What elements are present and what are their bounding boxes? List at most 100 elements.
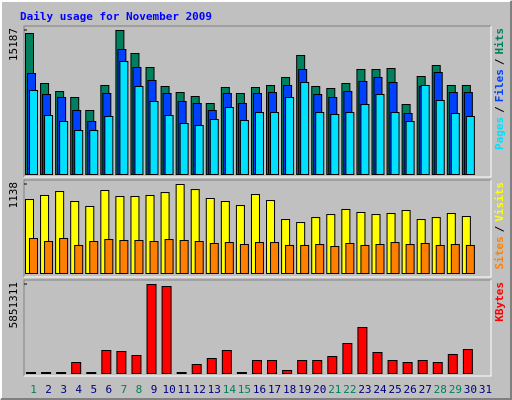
bar [239,244,249,275]
bar [372,351,383,374]
bar [357,326,368,375]
bar [194,124,204,176]
legend-separator: / [493,225,506,232]
panel-frame-light [24,280,492,377]
bar [239,119,249,175]
bar [224,107,234,175]
bar [194,241,204,274]
bar [450,112,460,175]
legend: Sites / Visits [493,182,506,270]
bar [285,96,295,175]
x-tick-label: 9 [151,383,158,396]
bar [104,115,114,175]
bar [146,284,157,374]
bar [71,361,82,374]
x-tick-label: 18 [283,383,296,396]
x-tick-label: 13 [208,383,221,396]
x-tick-label: 17 [268,383,281,396]
bar [345,111,355,175]
x-tick-label: 7 [121,383,128,396]
bar [405,244,415,275]
legend-separator: / [493,106,506,113]
legend: KBytes [493,282,506,322]
x-tick-label: 22 [343,383,356,396]
x-tick-label: 30 [464,383,477,396]
bar [285,244,295,275]
bar [254,111,264,175]
bar [420,242,430,275]
bar [134,239,144,274]
bar [89,130,99,175]
x-tick-label: 1 [30,383,37,396]
bar [131,354,142,375]
bar [101,349,112,375]
x-tick-label: 25 [388,383,401,396]
bar [29,89,38,175]
bar [402,361,413,374]
bar [74,244,84,275]
bar [206,357,217,375]
bar [86,372,97,375]
bar [330,246,340,274]
bar [465,115,475,175]
bar [435,244,445,275]
bar [176,372,187,375]
bar [149,100,159,175]
legend-label: Pages [493,117,506,150]
x-tick-label: 10 [162,383,175,396]
x-tick-label: 8 [136,383,143,396]
bar [267,359,278,375]
y-tick-label: 15187 [7,28,20,61]
bar [447,353,458,375]
legend-label: Visits [493,182,506,222]
bar [41,372,52,375]
legend-label: Hits [493,28,506,55]
x-tick-label: 19 [298,383,311,396]
bar [209,242,219,275]
bar [44,115,54,175]
bar [221,349,232,375]
x-tick-label: 4 [75,383,82,396]
x-tick-label: 26 [404,383,417,396]
y-tick-label: 5851311 [7,282,20,328]
bar [74,130,84,175]
bar [116,350,127,374]
bar [405,120,415,175]
bar [29,238,38,275]
bar [390,242,400,274]
bar [224,242,234,274]
x-tick-label: 12 [193,383,206,396]
bar [315,244,325,275]
x-tick-label: 11 [178,383,191,396]
bar [44,241,54,274]
bar [209,119,219,176]
legend-label: Files [493,69,506,102]
bar [300,244,310,275]
bar [179,239,189,274]
legend-label: KBytes [493,282,506,322]
x-tick-label: 29 [449,383,462,396]
bar [149,241,159,274]
x-tick-label: 31 [479,383,492,396]
bar [119,239,129,274]
bar [387,359,398,375]
bar [360,103,370,175]
bar [300,81,310,175]
bar [417,359,428,375]
bar [312,359,323,375]
bar [435,100,445,175]
x-tick-label: 16 [253,383,266,396]
x-tick-label: 2 [45,383,52,396]
bar [390,111,400,175]
panel-frame-dark [23,279,491,376]
x-tick-label: 15 [238,383,251,396]
x-tick-label: 20 [313,383,326,396]
bar [342,342,353,374]
bar [420,84,430,175]
bar [134,85,144,175]
x-tick-label: 27 [419,383,432,396]
bar [164,239,174,274]
